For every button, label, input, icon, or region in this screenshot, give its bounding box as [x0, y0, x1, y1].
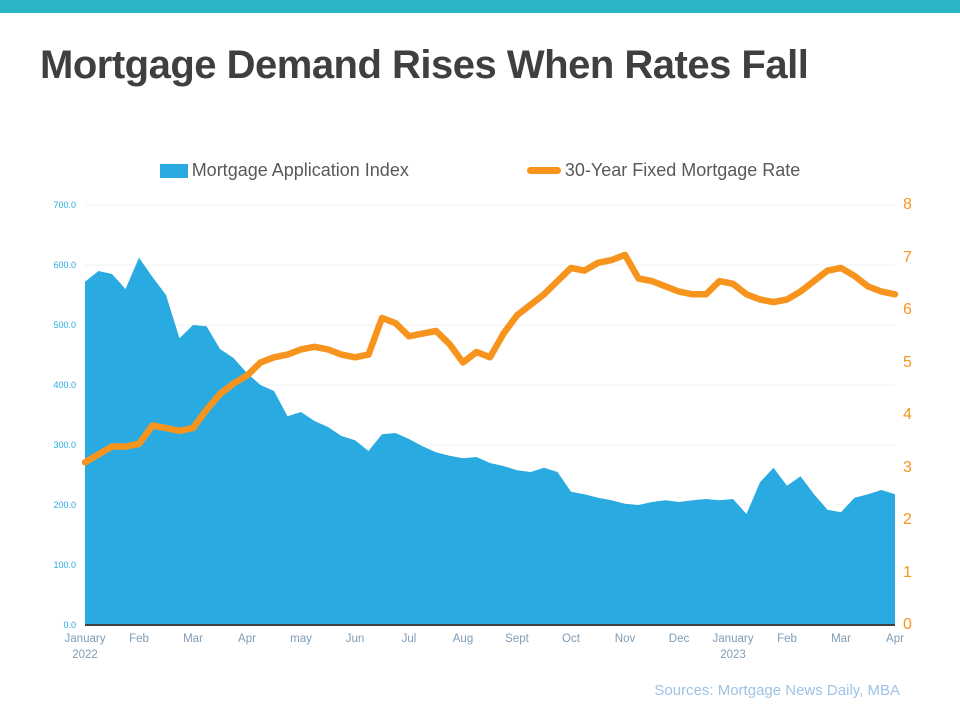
x-axis-tick: Nov: [614, 633, 636, 645]
left-axis-tick: 200.0: [53, 500, 76, 510]
chart-plot-area: [81, 204, 899, 626]
left-axis-tick: 400.0: [53, 380, 76, 390]
legend-label-mortgage-rate: 30-Year Fixed Mortgage Rate: [564, 160, 801, 180]
legend-item-application-index: Mortgage Application Index: [159, 160, 409, 181]
right-axis-tick: 0: [903, 616, 912, 633]
accent-bar: [0, 0, 960, 13]
legend-label-application-index: Mortgage Application Index: [191, 160, 409, 180]
x-axis-tick: Jun: [345, 633, 365, 645]
left-axis-tick: 500.0: [53, 320, 76, 330]
mortgage-rate-swatch-icon: [526, 167, 561, 174]
source-attribution: Sources: Mortgage News Daily, MBA: [654, 682, 900, 699]
application-index-swatch-icon: [159, 163, 188, 178]
right-axis-tick: 3: [903, 458, 912, 476]
x-axis-tick: Oct: [562, 633, 580, 645]
legend-item-mortgage-rate: 30-Year Fixed Mortgage Rate: [526, 160, 801, 181]
x-axis-tick: Feb: [129, 633, 149, 645]
x-axis-tick: January 2022: [64, 633, 106, 661]
left-axis-tick: 700.0: [53, 200, 76, 210]
x-axis-tick: may: [290, 633, 312, 645]
application-index-area: [85, 257, 895, 625]
x-axis-tick: Dec: [668, 633, 690, 645]
x-axis-tick: Mar: [831, 633, 851, 645]
left-axis-tick: 100.0: [53, 560, 76, 570]
x-axis-tick: Apr: [238, 633, 256, 645]
right-axis-tick: 4: [903, 406, 912, 423]
x-axis-tick: Apr: [886, 633, 904, 645]
page-title: Mortgage Demand Rises When Rates Fall: [40, 43, 809, 87]
left-axis-tick: 300.0: [53, 440, 76, 450]
x-axis-tick: January 2023: [712, 633, 754, 661]
left-axis-tick: 0.0: [63, 620, 76, 630]
x-axis-tick: Jul: [401, 633, 417, 645]
right-axis-tick: 8: [903, 196, 912, 213]
x-axis-tick: Mar: [183, 633, 203, 645]
mortgage-rate-line: [81, 251, 899, 466]
right-axis-tick: 6: [903, 301, 912, 318]
x-axis-tick: Sept: [505, 633, 529, 645]
chart-legend: Mortgage Application Index 30-Year Fixed…: [0, 160, 960, 181]
right-axis-tick: 1: [903, 563, 912, 581]
x-axis-tick: Feb: [777, 633, 797, 645]
left-axis-tick: 600.0: [53, 260, 76, 270]
right-axis-tick: 5: [903, 353, 912, 371]
x-axis-tick: Aug: [452, 633, 474, 645]
right-axis-tick: 7: [903, 248, 912, 266]
right-axis-tick: 2: [903, 511, 912, 528]
